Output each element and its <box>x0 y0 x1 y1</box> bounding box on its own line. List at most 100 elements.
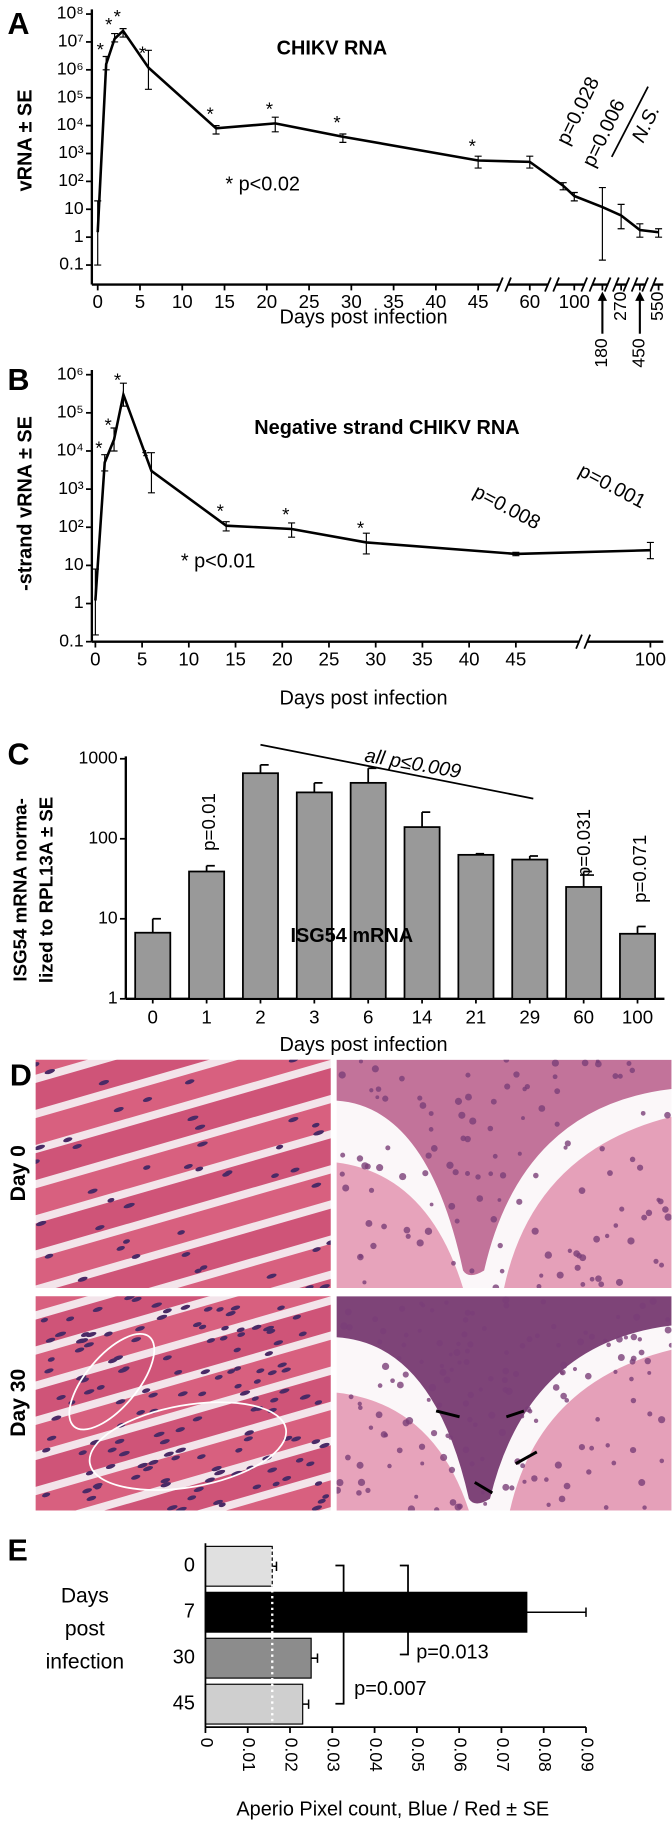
nucleus <box>227 1369 236 1374</box>
cell <box>458 1111 466 1119</box>
nucleus <box>266 1273 277 1279</box>
nucleus <box>123 1239 130 1244</box>
axis-break <box>579 634 587 649</box>
cell <box>606 1342 611 1348</box>
y-tick-label: 10 <box>64 198 84 218</box>
cell <box>369 1088 374 1093</box>
x-tick-label: 0.04 <box>366 1738 386 1772</box>
cell <box>567 1248 572 1253</box>
axis-break <box>500 277 508 292</box>
nucleus <box>162 1355 172 1361</box>
error-bar <box>646 541 654 560</box>
nucleus <box>75 1338 86 1344</box>
cell <box>665 1317 671 1322</box>
cell <box>385 1145 391 1151</box>
cell <box>469 1461 475 1467</box>
nucleus <box>175 1506 187 1511</box>
cell <box>521 1116 525 1121</box>
error-bar <box>313 781 323 793</box>
x-axis-label: Days post infection <box>279 1034 447 1056</box>
nucleus <box>83 1389 95 1395</box>
cell <box>376 1164 384 1172</box>
y-tick-label: 10⁴ <box>57 440 84 460</box>
cell <box>371 1065 379 1073</box>
point-label: * <box>266 98 273 119</box>
nucleus <box>194 1268 202 1274</box>
bracket <box>335 1564 345 1705</box>
cell <box>560 1371 564 1375</box>
x-tick-label: 45 <box>505 648 526 669</box>
cell <box>364 1163 371 1170</box>
error-bar <box>421 811 431 828</box>
x-tick-label: 2 <box>255 1007 265 1028</box>
bracket-line <box>610 86 649 158</box>
cell <box>578 1187 586 1194</box>
cell <box>478 1387 483 1392</box>
y-tick-label: 10² <box>58 516 84 536</box>
x-tick-label: 15 <box>225 648 246 669</box>
cell <box>629 1067 636 1074</box>
x-tick-label: 40 <box>459 648 480 669</box>
cell <box>469 1268 475 1274</box>
nucleus <box>87 1188 98 1194</box>
cell <box>531 1475 538 1482</box>
nucleus <box>326 1240 331 1245</box>
cell <box>416 1239 424 1247</box>
nucleus <box>264 1351 274 1356</box>
nucleus <box>214 1469 226 1476</box>
cell <box>454 1503 462 1511</box>
nucleus <box>148 1459 159 1466</box>
histology-image <box>35 1296 331 1511</box>
nucleus <box>85 1470 94 1476</box>
cell <box>439 1368 447 1376</box>
cell <box>522 1086 527 1092</box>
nucleus <box>180 1304 191 1310</box>
cell <box>440 1453 448 1462</box>
data-line <box>94 389 651 601</box>
cell <box>605 1443 610 1448</box>
x-tick-label: 35 <box>412 648 433 669</box>
arrow <box>505 1409 525 1419</box>
point-label: * <box>217 501 224 522</box>
nucleus <box>44 1068 56 1075</box>
y-tick-label: 10⁷ <box>58 31 84 51</box>
cell <box>480 1490 485 1495</box>
cell <box>640 1110 646 1116</box>
cell <box>465 1072 471 1078</box>
cell <box>517 1151 522 1156</box>
histology-image <box>336 1059 672 1289</box>
point-label: * <box>357 518 364 539</box>
cell <box>417 1095 423 1101</box>
nucleus <box>319 1442 330 1449</box>
cell <box>487 1125 494 1132</box>
cell <box>657 1198 664 1205</box>
cell <box>365 1219 373 1227</box>
cell <box>540 1299 547 1305</box>
cell <box>522 1479 527 1484</box>
nucleus <box>44 1368 54 1374</box>
point-label: * <box>333 112 340 133</box>
cell <box>662 1206 669 1213</box>
nucleus <box>47 1357 55 1362</box>
cell <box>613 1369 618 1374</box>
cell <box>419 1359 424 1365</box>
cell <box>527 1408 533 1414</box>
axis-break-mark <box>622 277 639 292</box>
cell <box>454 1097 463 1105</box>
cell <box>357 1478 366 1487</box>
cell <box>627 1237 635 1245</box>
y-tick-label: 10⁵ <box>57 86 84 106</box>
x-tick-label: 35 <box>383 291 404 312</box>
x-tick-label: 60 <box>519 291 540 312</box>
nucleus <box>317 1498 326 1504</box>
cell <box>365 1487 371 1493</box>
nucleus <box>171 1455 180 1461</box>
fiber <box>35 1059 210 1110</box>
point-label: * <box>97 39 104 60</box>
x-tick-label: 60 <box>573 1007 594 1028</box>
x-tick-label: 30 <box>341 291 362 312</box>
nucleus <box>160 1482 171 1488</box>
x-tick-label: 0.07 <box>493 1738 513 1772</box>
error-bar <box>205 864 215 872</box>
x-tick-label: 100 <box>559 291 590 312</box>
